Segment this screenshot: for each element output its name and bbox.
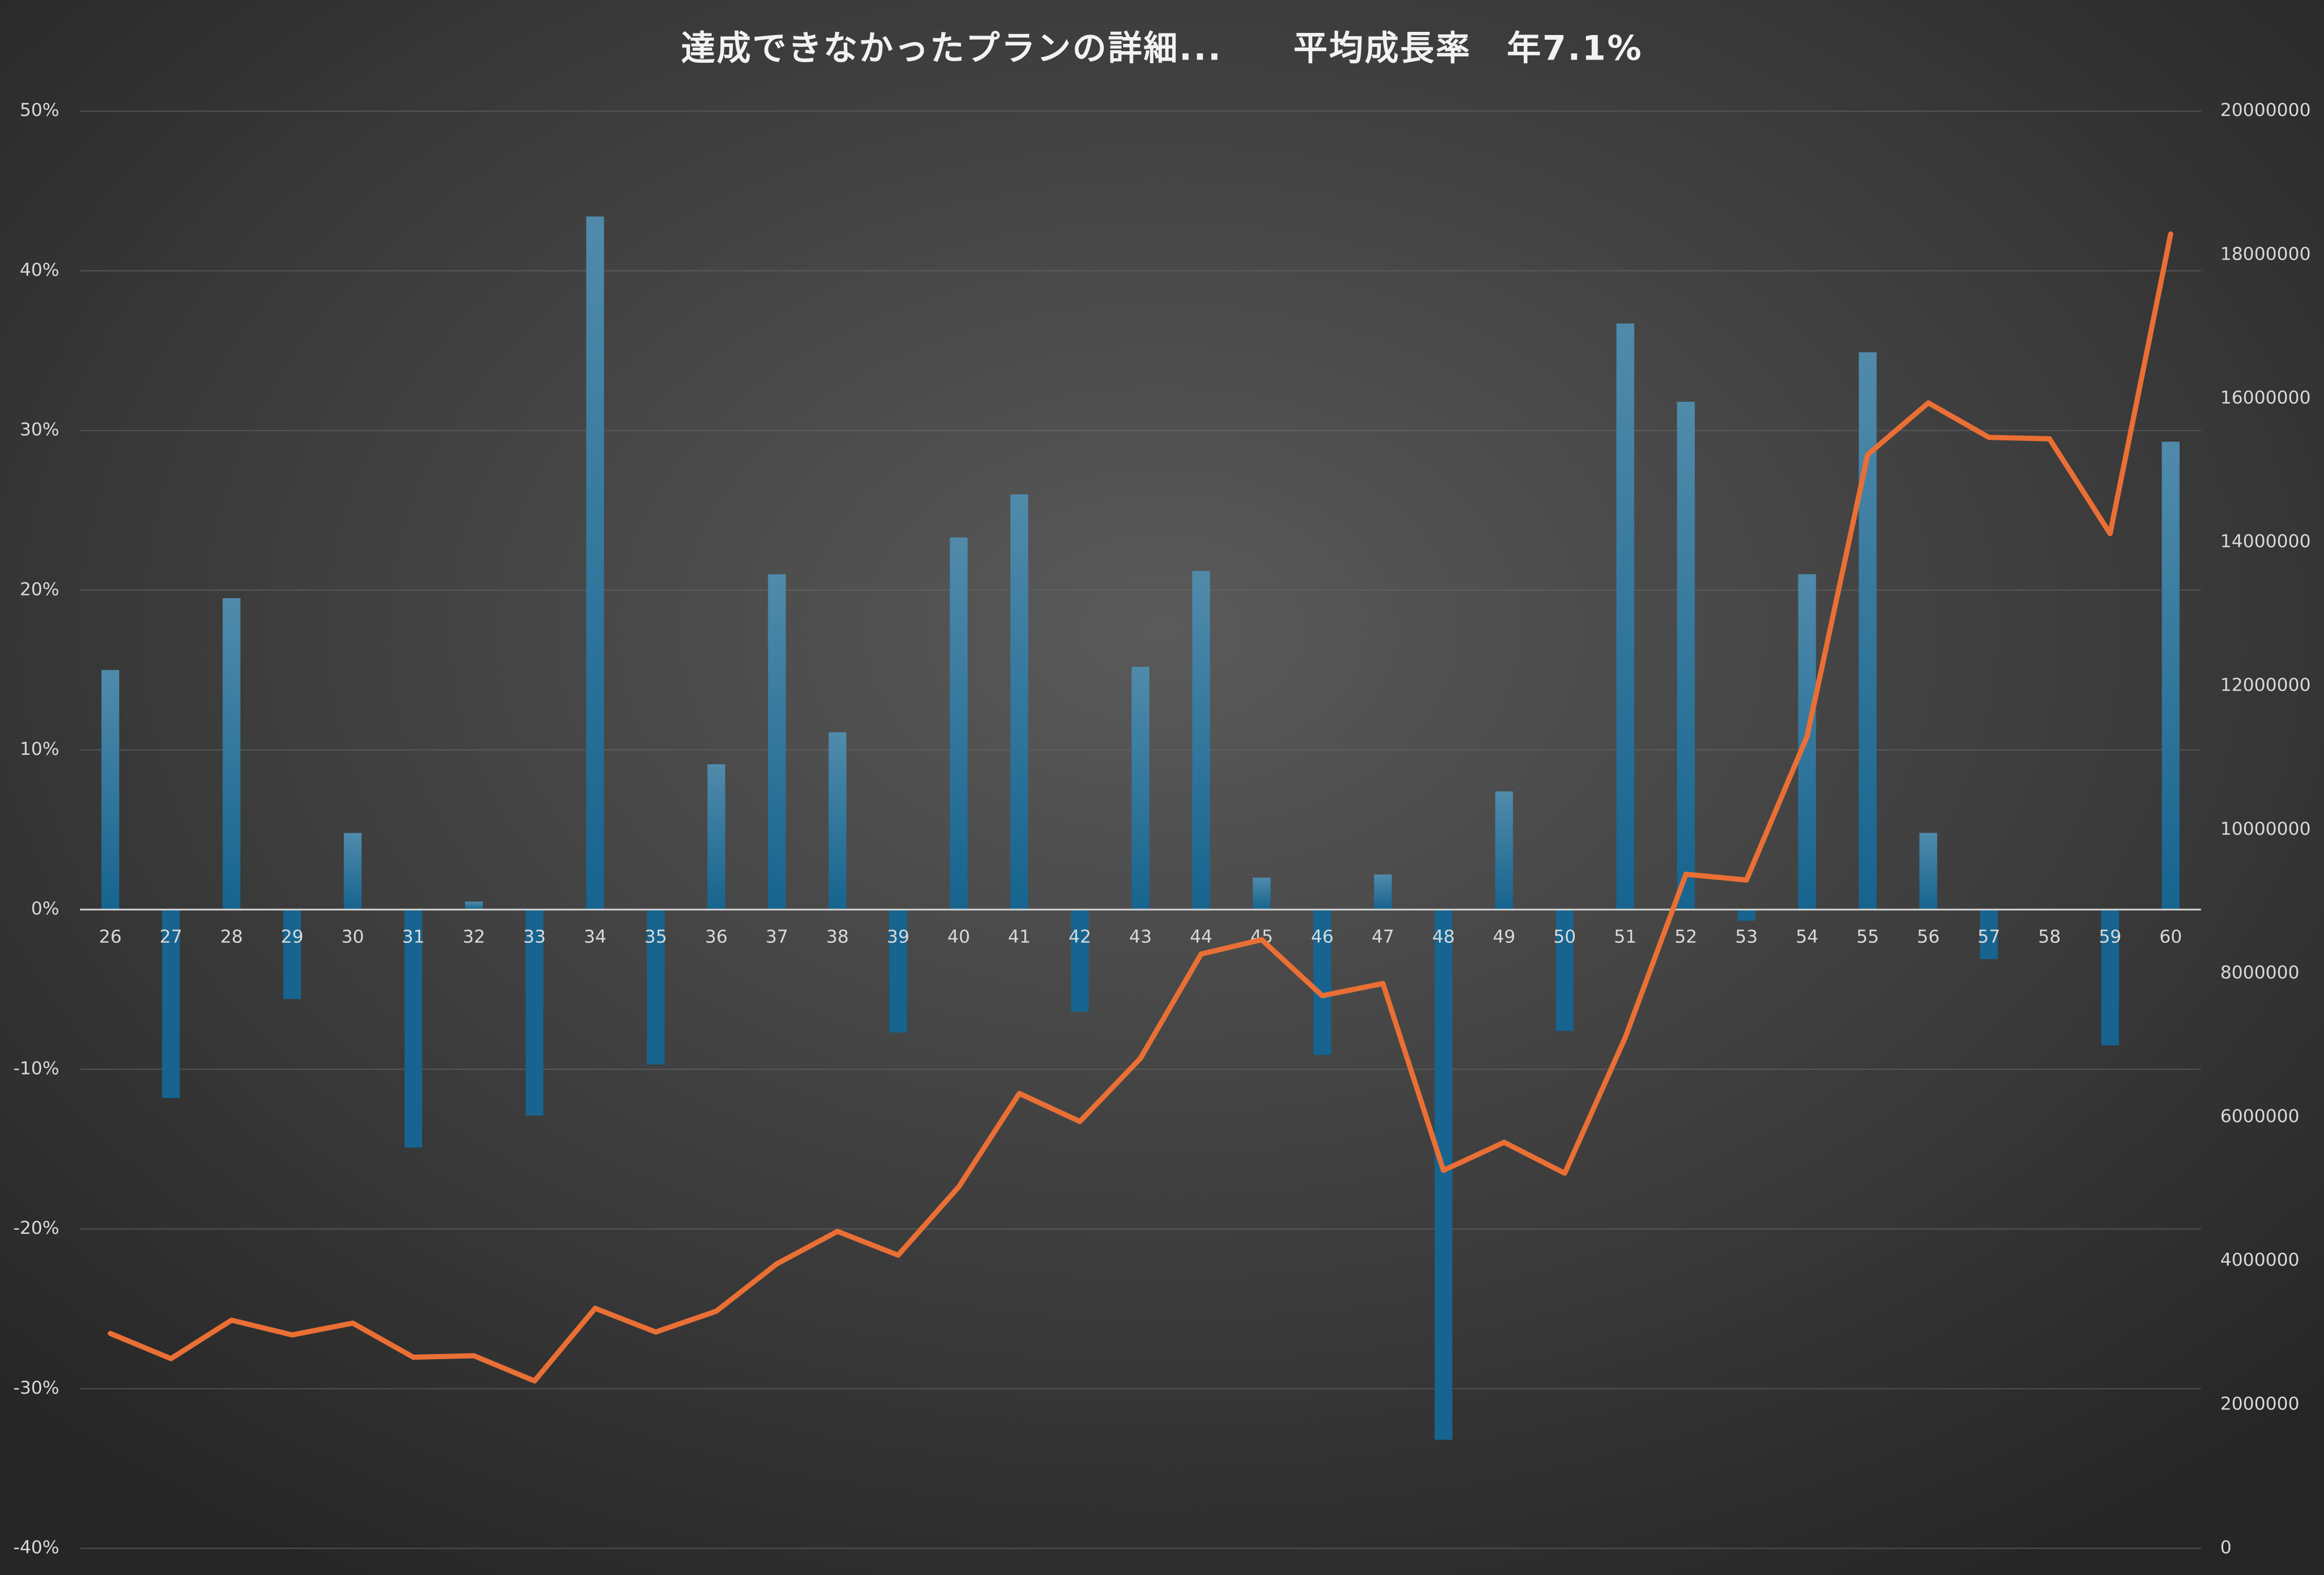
x-tick-label: 36 [705,927,728,948]
x-tick-label: 51 [1614,927,1637,948]
bar-highlight [344,833,362,910]
bar [1556,909,1574,1031]
bar-highlight [1253,878,1271,910]
x-tick-label: 28 [220,927,243,948]
line [108,231,2174,1384]
x-tick-label: 37 [766,927,788,948]
y-tick-label: 30% [20,419,60,440]
bar [2101,909,2119,1046]
y-tick-label: -40% [14,1537,60,1558]
bar-highlight [1495,791,1513,910]
x-tick-label: 43 [1129,927,1152,948]
chart-title: 達成できなかったプランの詳細... 平均成長率 年7.1% [681,29,1643,68]
x-tick-label: 56 [1917,927,1940,948]
x-tick-label: 35 [645,927,667,948]
bar [283,909,301,999]
bar [1434,909,1453,1440]
bar [889,909,907,1033]
x-tick-label: 42 [1069,927,1091,948]
y2-tick-label: 12000000 [2220,675,2310,696]
x-tick-label: 48 [1432,927,1455,948]
x-tick-label: 40 [948,927,970,948]
bar-highlight [768,574,786,910]
y2-tick-label: 20000000 [2220,100,2310,121]
bar-highlight [586,216,604,910]
x-tick-label: 57 [1978,927,2000,948]
x-tick-label: 52 [1675,927,1697,948]
x-tick-label: 47 [1372,927,1394,948]
bar-highlight [2162,441,2180,910]
bar [162,909,180,1098]
bar-highlight [223,598,241,910]
y2-tick-label: 14000000 [2220,531,2310,552]
bar [1313,909,1332,1055]
x-tick-label: 44 [1190,927,1212,948]
bar [647,909,665,1065]
x-tick-label: 30 [342,927,364,948]
bar-highlight [1616,323,1634,910]
x-tick-label: 34 [584,927,606,948]
y2-tick-label: 16000000 [2220,387,2310,408]
x-tick-label: 54 [1796,927,1818,948]
x-tick-label: 39 [887,927,909,948]
bar-highlight [1859,352,1877,910]
bar [1980,909,1998,959]
y2-tick-label: 6000000 [2220,1106,2299,1127]
bar-highlight [1677,402,1695,910]
x-tick-label: 38 [826,927,849,948]
y2-tick-label: 8000000 [2220,962,2299,983]
x-tick-label: 29 [281,927,303,948]
bar-highlight [1919,833,1937,910]
x-tick-label: 31 [402,927,425,948]
bar [404,909,423,1148]
x-tick-label: 46 [1311,927,1334,948]
y-tick-label: 0% [31,899,59,919]
x-tick-label: 32 [463,927,485,948]
bar-highlight [101,670,120,910]
y-tick-label: 40% [20,260,60,281]
bar-highlight [1374,874,1392,910]
y2-tick-label: 18000000 [2220,243,2310,264]
y-tick-label: -10% [14,1058,60,1079]
x-tick-label: 50 [1554,927,1576,948]
x-tick-label: 27 [160,927,182,948]
bar-highlight [950,537,968,910]
bar [1071,909,1089,1012]
y-tick-label: 20% [20,579,60,600]
y2-tick-label: 2000000 [2220,1393,2299,1414]
y-tick-label: 10% [20,739,60,760]
x-tick-label: 26 [99,927,122,948]
y2-tick-label: 10000000 [2220,819,2310,839]
x-tick-label: 33 [523,927,546,948]
bar-highlight [1192,571,1210,910]
x-tick-label: 49 [1493,927,1515,948]
y-tick-label: -20% [14,1218,60,1239]
bar-highlight [707,764,726,910]
bar [525,909,544,1116]
y2-tick-label: 4000000 [2220,1250,2299,1270]
bar-highlight [465,901,483,910]
x-tick-label: 58 [2038,927,2061,948]
bar-highlight [1131,667,1150,910]
x-tick-label: 59 [2099,927,2121,948]
x-tick-label: 55 [1856,927,1879,948]
bar [1737,909,1756,921]
y2-tick-label: 0 [2220,1537,2232,1558]
bar-highlight [828,732,847,910]
x-tick-label: 60 [2159,927,2182,948]
bar-highlight [1010,494,1029,910]
x-tick-label: 41 [1008,927,1031,948]
y-tick-label: 50% [20,100,60,121]
x-tick-label: 53 [1735,927,1758,948]
y-tick-label: -30% [14,1378,60,1398]
